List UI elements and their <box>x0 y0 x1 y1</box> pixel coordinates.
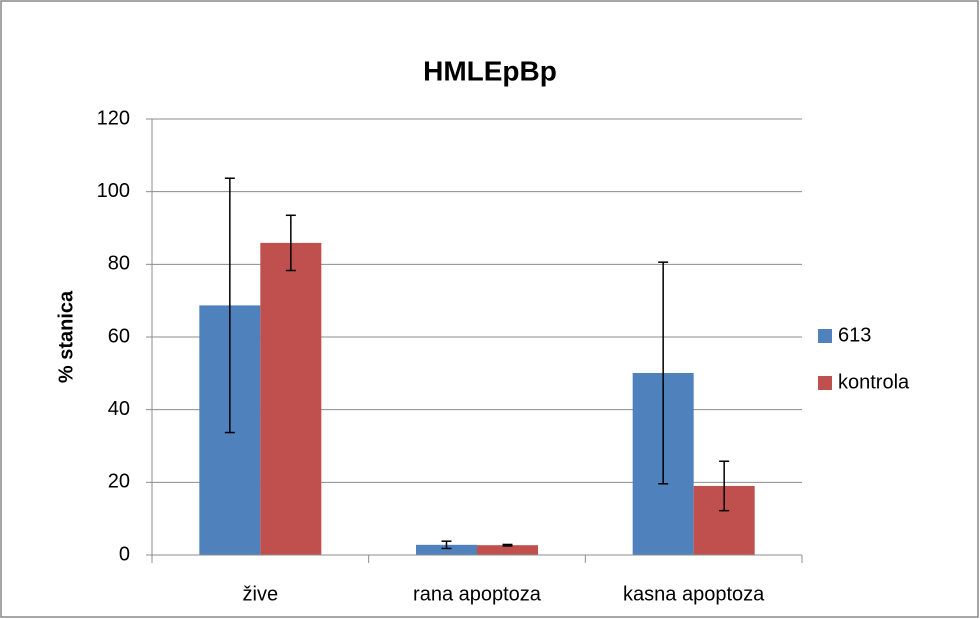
error-bar <box>285 214 296 272</box>
error-bar <box>224 177 235 434</box>
legend-swatch <box>818 329 832 343</box>
y-tick-label: 120 <box>97 107 130 129</box>
y-tick-label: 0 <box>119 543 130 565</box>
bar <box>260 242 322 555</box>
error-bar <box>658 261 669 485</box>
x-tick-label: rana apoptoza <box>413 583 542 605</box>
bar <box>477 545 538 555</box>
error-bar <box>502 543 513 547</box>
y-tick-label: 40 <box>108 398 130 420</box>
legend-swatch <box>818 376 832 390</box>
y-tick-label: 60 <box>108 325 130 347</box>
y-tick-label: 80 <box>108 253 130 275</box>
y-axis-title: % stanica <box>55 290 77 383</box>
y-tick-label: 20 <box>108 471 130 493</box>
error-bar <box>719 460 730 512</box>
error-bar <box>441 540 452 550</box>
legend-label: 613 <box>838 324 871 346</box>
legend-label: kontrola <box>838 371 910 393</box>
x-tick-label: žive <box>243 583 279 605</box>
x-tick-label: kasna apoptoza <box>623 583 765 605</box>
chart-title: HMLEpBp <box>423 55 557 86</box>
y-tick-label: 100 <box>97 180 130 202</box>
bar <box>416 544 477 555</box>
